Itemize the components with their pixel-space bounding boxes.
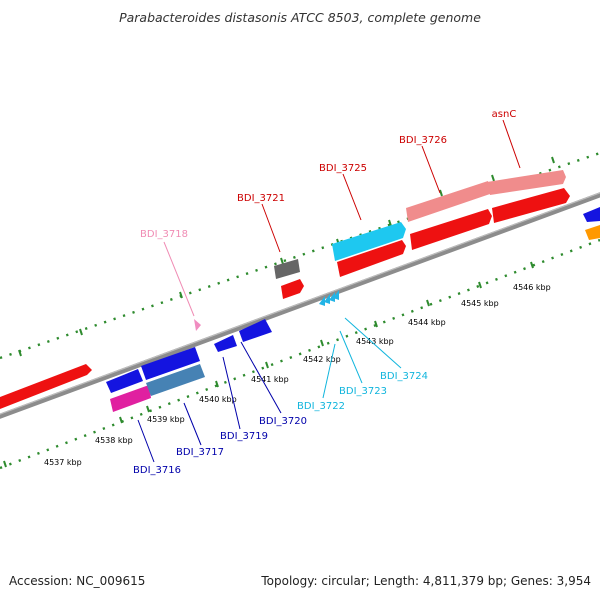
gene-label[interactable]: asnC <box>492 109 517 120</box>
gene-bdi-3715[interactable] <box>0 364 92 409</box>
scale-label: 4537 kbp <box>44 458 82 467</box>
gene-bdi-3716[interactable] <box>110 385 151 412</box>
gene-bdi-3719[interactable] <box>214 335 237 352</box>
gene-bdi-3731[interactable] <box>585 225 600 240</box>
gene-label[interactable]: BDI_3721 <box>237 193 285 204</box>
scale-label: 4543 kbp <box>356 337 394 346</box>
scale-label: 4545 kbp <box>461 299 499 308</box>
gene-label[interactable]: BDI_3718 <box>140 229 188 240</box>
inner-tick-track <box>0 238 600 470</box>
gene-bdi-3721[interactable] <box>274 259 300 279</box>
gene-bdi-3718-arrow[interactable] <box>194 319 201 331</box>
gene-label[interactable]: BDI_3716 <box>133 465 181 476</box>
gene-label[interactable]: BDI_3725 <box>319 163 367 174</box>
map-title: Parabacteroides distasonis ATCC 8503, co… <box>119 10 481 25</box>
scale-label: 4539 kbp <box>147 415 185 424</box>
gene-label[interactable]: BDI_3726 <box>399 135 447 146</box>
gene-bdi-3722-forward[interactable] <box>281 279 304 299</box>
scale-label: 4546 kbp <box>513 283 551 292</box>
genome-backbone <box>0 192 600 419</box>
gene-bdi-3720[interactable] <box>239 319 272 342</box>
accession-text: Accession: NC_009615 <box>9 574 145 588</box>
gene-label[interactable]: BDI_3719 <box>220 431 268 442</box>
gene-bdi-3730[interactable] <box>583 207 600 222</box>
scale-label: 4538 kbp <box>95 436 133 445</box>
gene-bdi-3726[interactable] <box>406 181 490 222</box>
gene-label[interactable]: BDI_3723 <box>339 386 387 397</box>
scale-label: 4541 kbp <box>251 375 289 384</box>
forward-strand-features <box>0 170 570 409</box>
gene-bdi-3729[interactable] <box>492 188 570 223</box>
gene-label[interactable]: BDI_3720 <box>259 416 307 427</box>
gene-label[interactable]: BDI_3724 <box>380 371 428 382</box>
gene-label[interactable]: BDI_3722 <box>297 401 345 412</box>
gene-bdi-3724[interactable] <box>337 240 406 277</box>
gene-labels: BDI_3718 BDI_3721 BDI_3725 BDI_3726 asnC… <box>133 109 516 476</box>
leader-lines <box>137 119 521 463</box>
scale-label: 4540 kbp <box>199 395 237 404</box>
gene-bdi-3717b[interactable] <box>146 364 205 396</box>
reverse-strand-features <box>106 207 600 412</box>
gene-bdi-3717[interactable] <box>141 347 200 380</box>
topology-text: Topology: circular; Length: 4,811,379 bp… <box>260 574 591 588</box>
gene-bdi-3727[interactable] <box>410 209 492 250</box>
scale-label: 4544 kbp <box>408 318 446 327</box>
gene-bdi-3716-block[interactable] <box>106 369 143 393</box>
gene-label[interactable]: BDI_3717 <box>176 447 224 458</box>
scale-labels: 4537 kbp 4538 kbp 4539 kbp 4540 kbp 4541… <box>44 283 551 467</box>
scale-label: 4542 kbp <box>303 355 341 364</box>
gene-bdi-3725[interactable] <box>332 222 406 261</box>
rna-cluster[interactable] <box>319 290 339 306</box>
gene-asnc[interactable] <box>487 170 566 195</box>
